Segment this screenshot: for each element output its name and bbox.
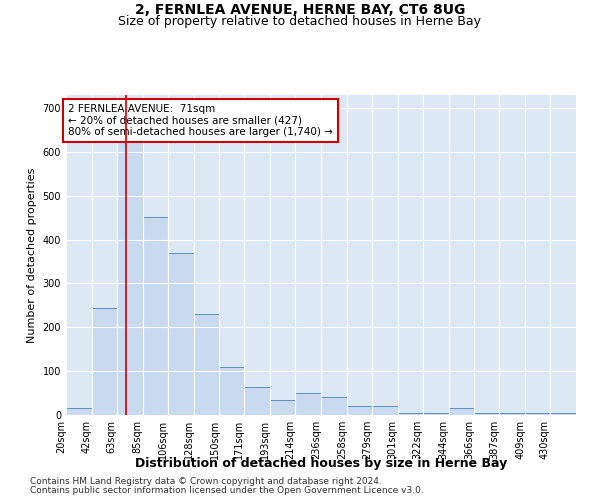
Bar — [143, 217, 167, 415]
Bar — [422, 413, 449, 415]
Y-axis label: Number of detached properties: Number of detached properties — [27, 168, 37, 342]
Bar — [270, 400, 295, 415]
Bar — [167, 253, 193, 415]
Bar — [372, 406, 398, 415]
Text: Distribution of detached houses by size in Herne Bay: Distribution of detached houses by size … — [135, 458, 507, 470]
Text: Contains HM Land Registry data © Crown copyright and database right 2024.: Contains HM Land Registry data © Crown c… — [30, 478, 382, 486]
Bar — [321, 398, 347, 415]
Text: 2, FERNLEA AVENUE, HERNE BAY, CT6 8UG: 2, FERNLEA AVENUE, HERNE BAY, CT6 8UG — [135, 2, 465, 16]
Bar — [449, 408, 475, 415]
Bar — [117, 126, 143, 415]
Bar — [295, 393, 321, 415]
Bar — [550, 413, 576, 415]
Bar — [66, 408, 92, 415]
Bar — [499, 413, 525, 415]
Bar — [398, 413, 422, 415]
Bar — [220, 367, 244, 415]
Text: Size of property relative to detached houses in Herne Bay: Size of property relative to detached ho… — [119, 15, 482, 28]
Bar — [525, 413, 550, 415]
Bar — [193, 314, 220, 415]
Bar — [92, 308, 117, 415]
Bar — [475, 413, 499, 415]
Bar — [244, 386, 270, 415]
Text: Contains public sector information licensed under the Open Government Licence v3: Contains public sector information licen… — [30, 486, 424, 495]
Text: 2 FERNLEA AVENUE:  71sqm
← 20% of detached houses are smaller (427)
80% of semi-: 2 FERNLEA AVENUE: 71sqm ← 20% of detache… — [68, 104, 333, 137]
Bar — [347, 406, 372, 415]
